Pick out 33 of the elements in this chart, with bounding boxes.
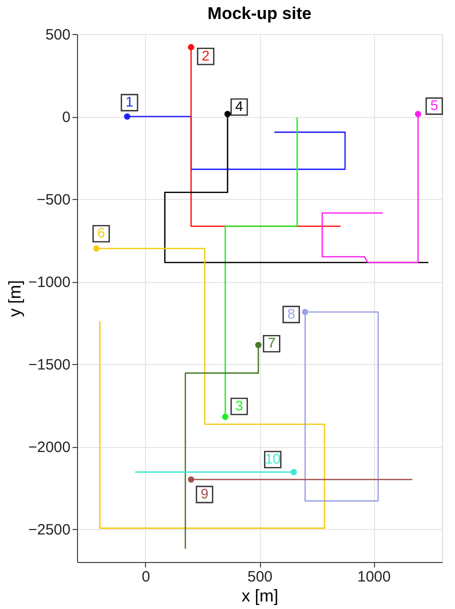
annotation: 3 [235,397,244,414]
annotation: 7 [268,334,276,351]
annotation: 8 [287,306,296,322]
y-tick-label: 500 [45,26,70,44]
x-tick-label: 1000 [357,568,391,586]
annotation: 5 [430,97,438,114]
y-tick-label: −1000 [28,274,70,291]
point [188,44,194,50]
y-tick-label: −500 [36,192,70,208]
chart-title: Mock-up site [208,4,312,23]
annotation: 9 [200,486,209,502]
x-axis-title: x [m] [242,586,278,606]
point [222,414,228,420]
annotation: 10 [264,450,281,467]
point [255,342,262,348]
y-tick-label: −2500 [28,522,70,538]
y-tick-label: −2000 [28,439,70,456]
x-tick-label: 500 [247,568,273,586]
annotation: 4 [235,98,244,114]
point [188,476,194,483]
x-tick-label: 0 [142,568,150,586]
point [414,110,422,118]
annotation: 6 [97,224,106,241]
point [302,308,308,316]
annotation: 1 [126,94,134,110]
y-axis-title: y [m] [5,280,24,317]
point [290,468,297,476]
annotation: 2 [202,47,210,64]
point [224,110,231,118]
point [93,245,100,252]
point [124,113,130,120]
y-tick-label: 0 [62,109,70,126]
y-tick-label: −1500 [28,356,70,374]
